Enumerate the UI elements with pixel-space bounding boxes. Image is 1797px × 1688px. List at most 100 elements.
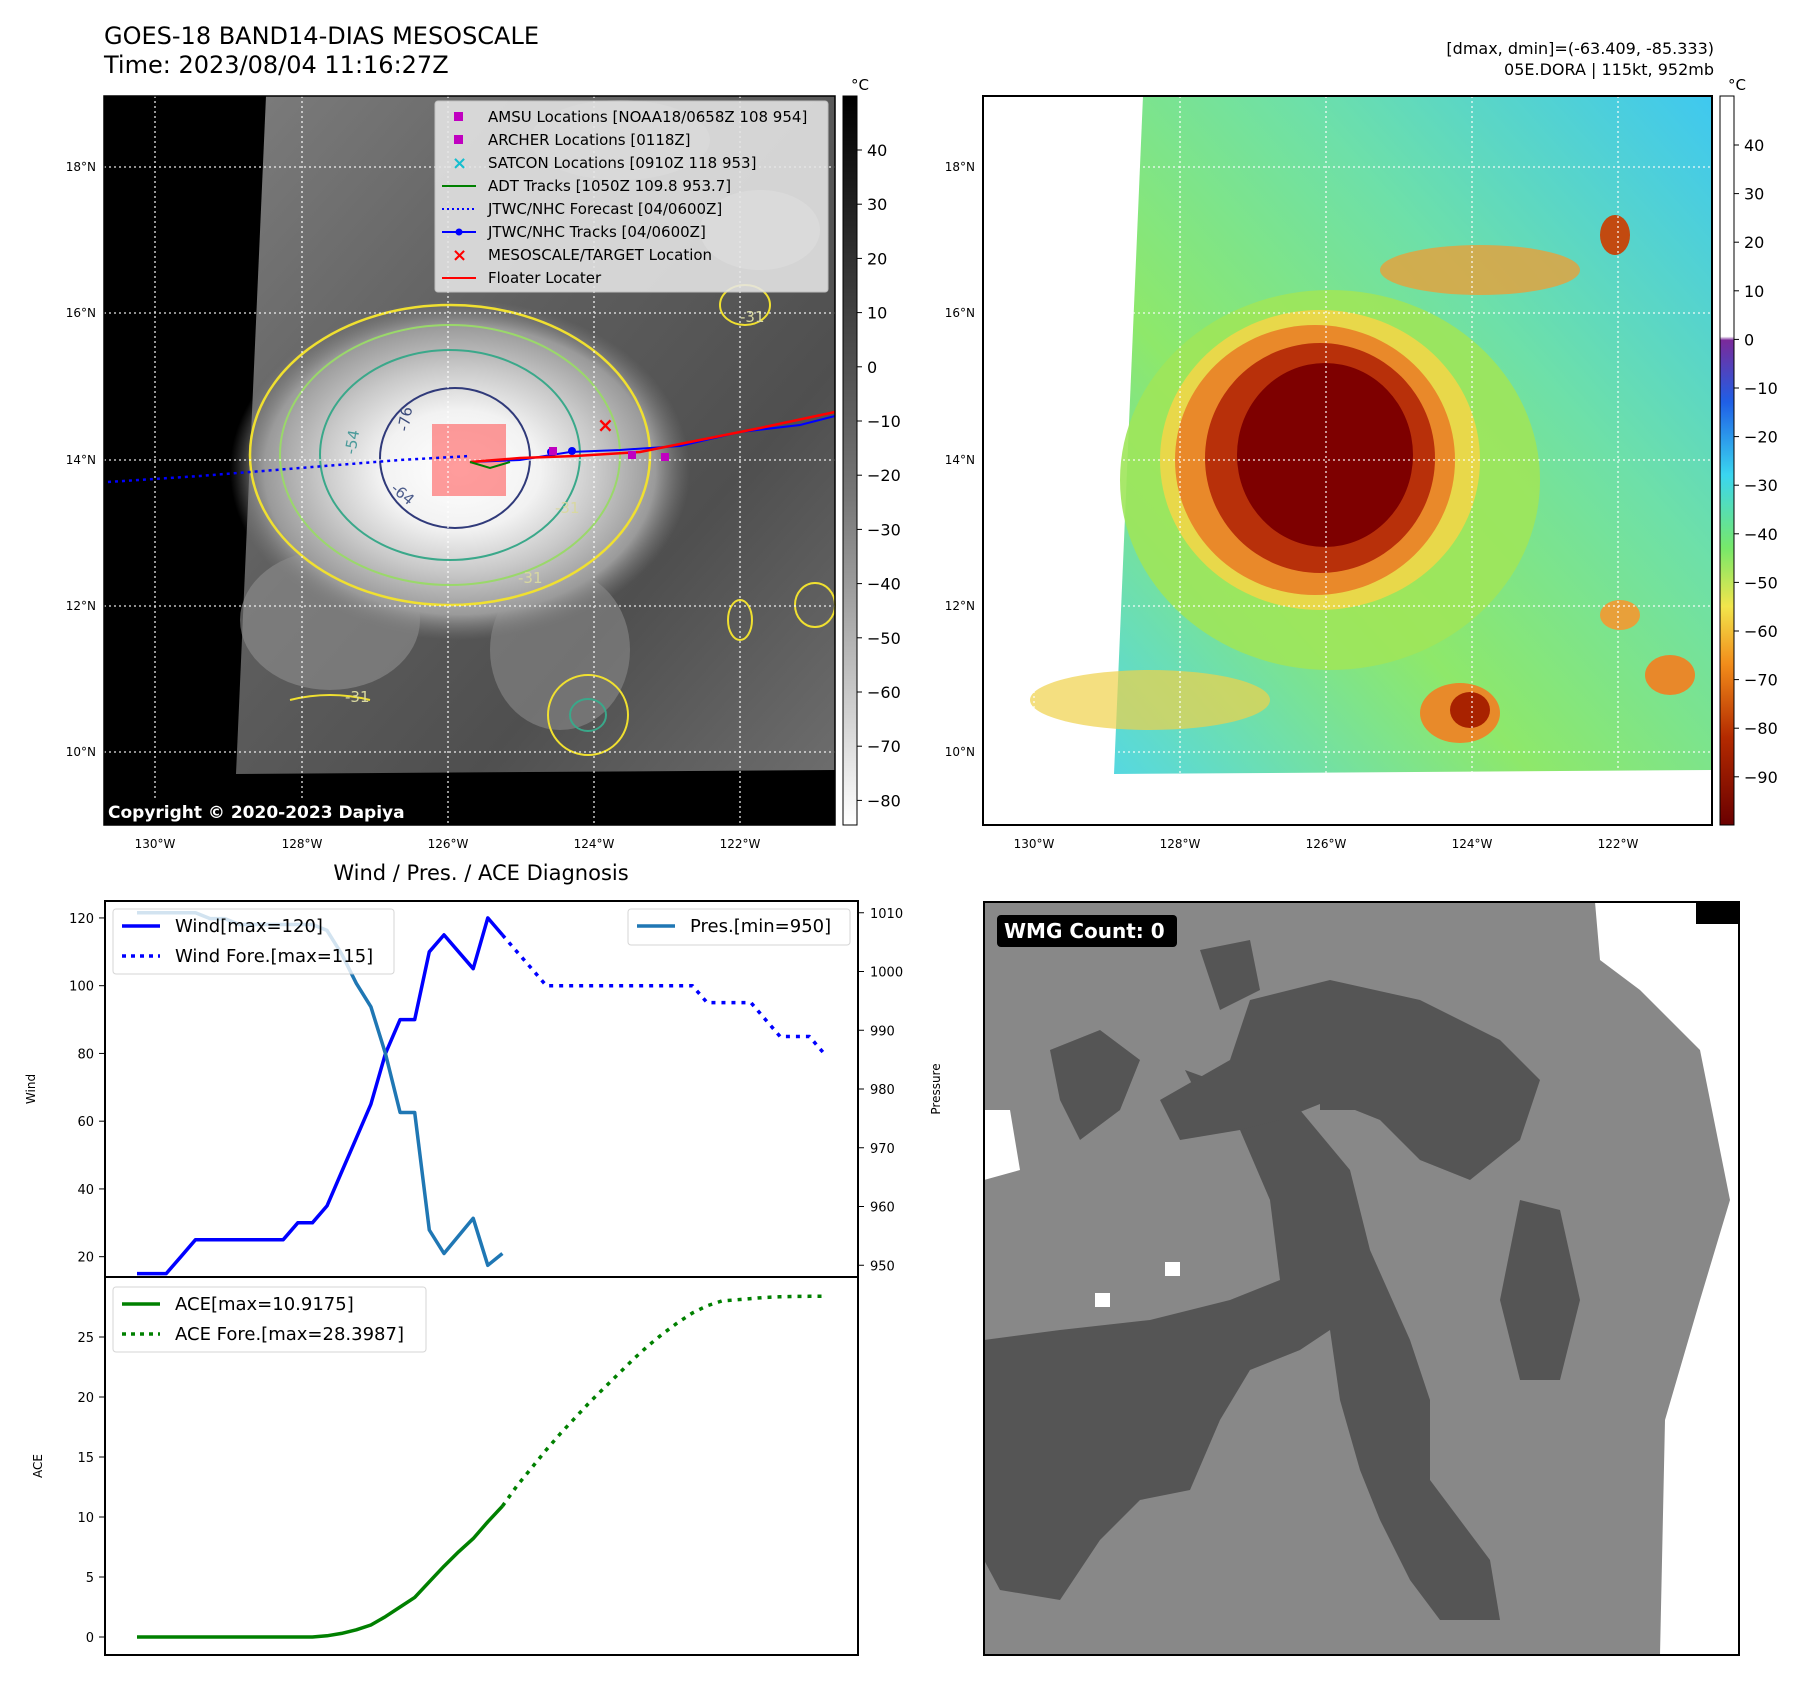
map-legend-label: MESOSCALE/TARGET Location <box>488 246 712 264</box>
legend-x-marker: × <box>452 153 467 174</box>
map-legend-item: × MESOSCALE/TARGET Location <box>452 245 712 266</box>
lat-tick-label: 18°N <box>66 160 96 174</box>
dmax-dmin-label: [dmax, dmin]=(-63.409, -85.333) <box>1446 39 1714 58</box>
colorbar-tick-label: −40 <box>1744 525 1778 544</box>
lon-tick-label: 126°W <box>1306 837 1347 851</box>
pressure-tick-label: 960 <box>870 1201 895 1216</box>
figure-title: GOES-18 BAND14-DIAS MESOSCALE <box>104 22 539 50</box>
storm-info-label: 05E.DORA | 115kt, 952mb <box>1504 60 1714 79</box>
ir-map-panel: -31 -31 -31 -31 -54 -64 -76 × Copyright … <box>104 96 835 825</box>
lat-tick-label: 14°N <box>66 453 96 467</box>
lat-tick-label: 10°N <box>945 745 975 759</box>
mesoscale-marker: × <box>597 413 614 437</box>
map-legend-label: ARCHER Locations [0118Z] <box>488 131 691 149</box>
colorbar-tick-label: −70 <box>1744 671 1778 690</box>
colorbar-tick-label: −40 <box>867 575 901 594</box>
pressure-tick-label: 980 <box>870 1083 895 1098</box>
map-legend-label: AMSU Locations [NOAA18/0658Z 108 954] <box>488 108 807 126</box>
ace-legend: ACE[max=10.9175] ACE Fore.[max=28.3987] <box>113 1287 426 1352</box>
contour-label: -31 <box>555 499 580 517</box>
lat-tick-label: 12°N <box>66 599 96 613</box>
lat-tick-label: 16°N <box>945 306 975 320</box>
lon-tick-label: 122°W <box>1598 837 1639 851</box>
colorbar-tick-label: −10 <box>867 412 901 431</box>
contour-label: -31 <box>518 569 543 587</box>
colorbar-tick-label: 10 <box>1744 282 1764 301</box>
map-legend-label: ADT Tracks [1050Z 109.8 953.7] <box>488 177 731 195</box>
colorbar-tick-label: −20 <box>867 466 901 485</box>
legend-ace-fore: ACE Fore.[max=28.3987] <box>175 1324 404 1345</box>
map-legend-label: JTWC/NHC Forecast [04/0600Z] <box>487 200 722 218</box>
lon-tick-label: 130°W <box>1014 837 1055 851</box>
colorbar-tick-label: −80 <box>867 791 901 810</box>
ace-tick-label: 10 <box>77 1511 94 1526</box>
wind-legend: Wind[max=120] Wind Fore.[max=115] <box>113 909 394 974</box>
wmg-corner-block <box>1696 902 1739 924</box>
figure-time: Time: 2023/08/04 11:16:27Z <box>103 51 449 79</box>
colorbar-tick-label: −70 <box>867 737 901 756</box>
copyright-label: Copyright © 2020-2023 Dapiya <box>108 803 405 823</box>
colorbar-tick-label: 30 <box>867 195 887 214</box>
map-legend-label: SATCON Locations [0910Z 118 953] <box>488 154 756 172</box>
colorbar-tick-label: 20 <box>867 249 887 268</box>
contour-label: -31 <box>345 688 370 706</box>
legend-wind: Wind[max=120] <box>175 916 323 937</box>
lat-tick-label: 14°N <box>945 453 975 467</box>
map-legend-item: AMSU Locations [NOAA18/0658Z 108 954] <box>454 108 807 126</box>
colorbar-tick-label: −90 <box>1744 768 1778 787</box>
wind-tick-label: 120 <box>69 912 94 927</box>
lon-tick-label: 122°W <box>720 837 761 851</box>
right-colorbar-unit: °C <box>1728 76 1746 94</box>
colorbar-tick-label: −80 <box>1744 719 1778 738</box>
ace-axis-label: ACE <box>31 1454 45 1478</box>
wind-tick-label: 20 <box>77 1251 94 1266</box>
colorbar-tick-label: −20 <box>1744 428 1778 447</box>
lat-tick-label: 16°N <box>66 306 96 320</box>
ace-tick-label: 15 <box>77 1451 94 1466</box>
colorbar-tick-label: 10 <box>867 304 887 323</box>
colorbar-tick-label: −50 <box>1744 573 1778 592</box>
pressure-tick-label: 970 <box>870 1142 895 1157</box>
enhanced-ir-panel <box>983 96 1712 825</box>
storm-eye-region <box>1237 363 1413 547</box>
map-legend-label: Floater Locater <box>488 269 602 287</box>
lat-tick-label: 10°N <box>66 745 96 759</box>
lon-tick-label: 124°W <box>574 837 615 851</box>
pressure-tick-label: 950 <box>870 1259 895 1274</box>
map-legend-item: ARCHER Locations [0118Z] <box>454 131 691 149</box>
lon-tick-label: 130°W <box>135 837 176 851</box>
pressure-axis-label: Pressure <box>929 1063 943 1114</box>
pressure-legend: Pres.[min=950] <box>628 909 850 945</box>
lon-tick-label: 128°W <box>1160 837 1201 851</box>
ace-tick-label: 5 <box>86 1571 94 1586</box>
wmg-count-label: WMG Count: 0 <box>1004 919 1165 943</box>
lon-tick-label: 128°W <box>282 837 323 851</box>
contour-label: -31 <box>740 308 765 326</box>
pressure-tick-label: 1000 <box>870 966 903 981</box>
map-legend-item: × SATCON Locations [0910Z 118 953] <box>452 153 756 174</box>
lat-tick-label: 12°N <box>945 599 975 613</box>
legend-x-marker: × <box>452 245 467 266</box>
colorbar-tick-label: 40 <box>867 141 887 160</box>
colorbar-tick-label: −30 <box>1744 476 1778 495</box>
colorbar-tick-label: 30 <box>1744 185 1764 204</box>
lon-tick-label: 124°W <box>1452 837 1493 851</box>
wind-tick-label: 40 <box>77 1183 94 1198</box>
legend-ace: ACE[max=10.9175] <box>175 1294 354 1315</box>
colorbar-tick-label: −10 <box>1744 379 1778 398</box>
wind-tick-label: 100 <box>69 980 94 995</box>
colorbar-tick-label: −30 <box>867 520 901 539</box>
colorbar-tick-label: 0 <box>867 358 877 377</box>
pressure-tick-label: 1010 <box>870 907 903 922</box>
wmg-panel: WMG Count: 0 <box>984 902 1739 1655</box>
diagnosis-title: Wind / Pres. / ACE Diagnosis <box>333 861 628 885</box>
lon-tick-label: 126°W <box>428 837 469 851</box>
colorbar-tick-label: −60 <box>867 683 901 702</box>
colorbar-tick-label: −50 <box>867 629 901 648</box>
